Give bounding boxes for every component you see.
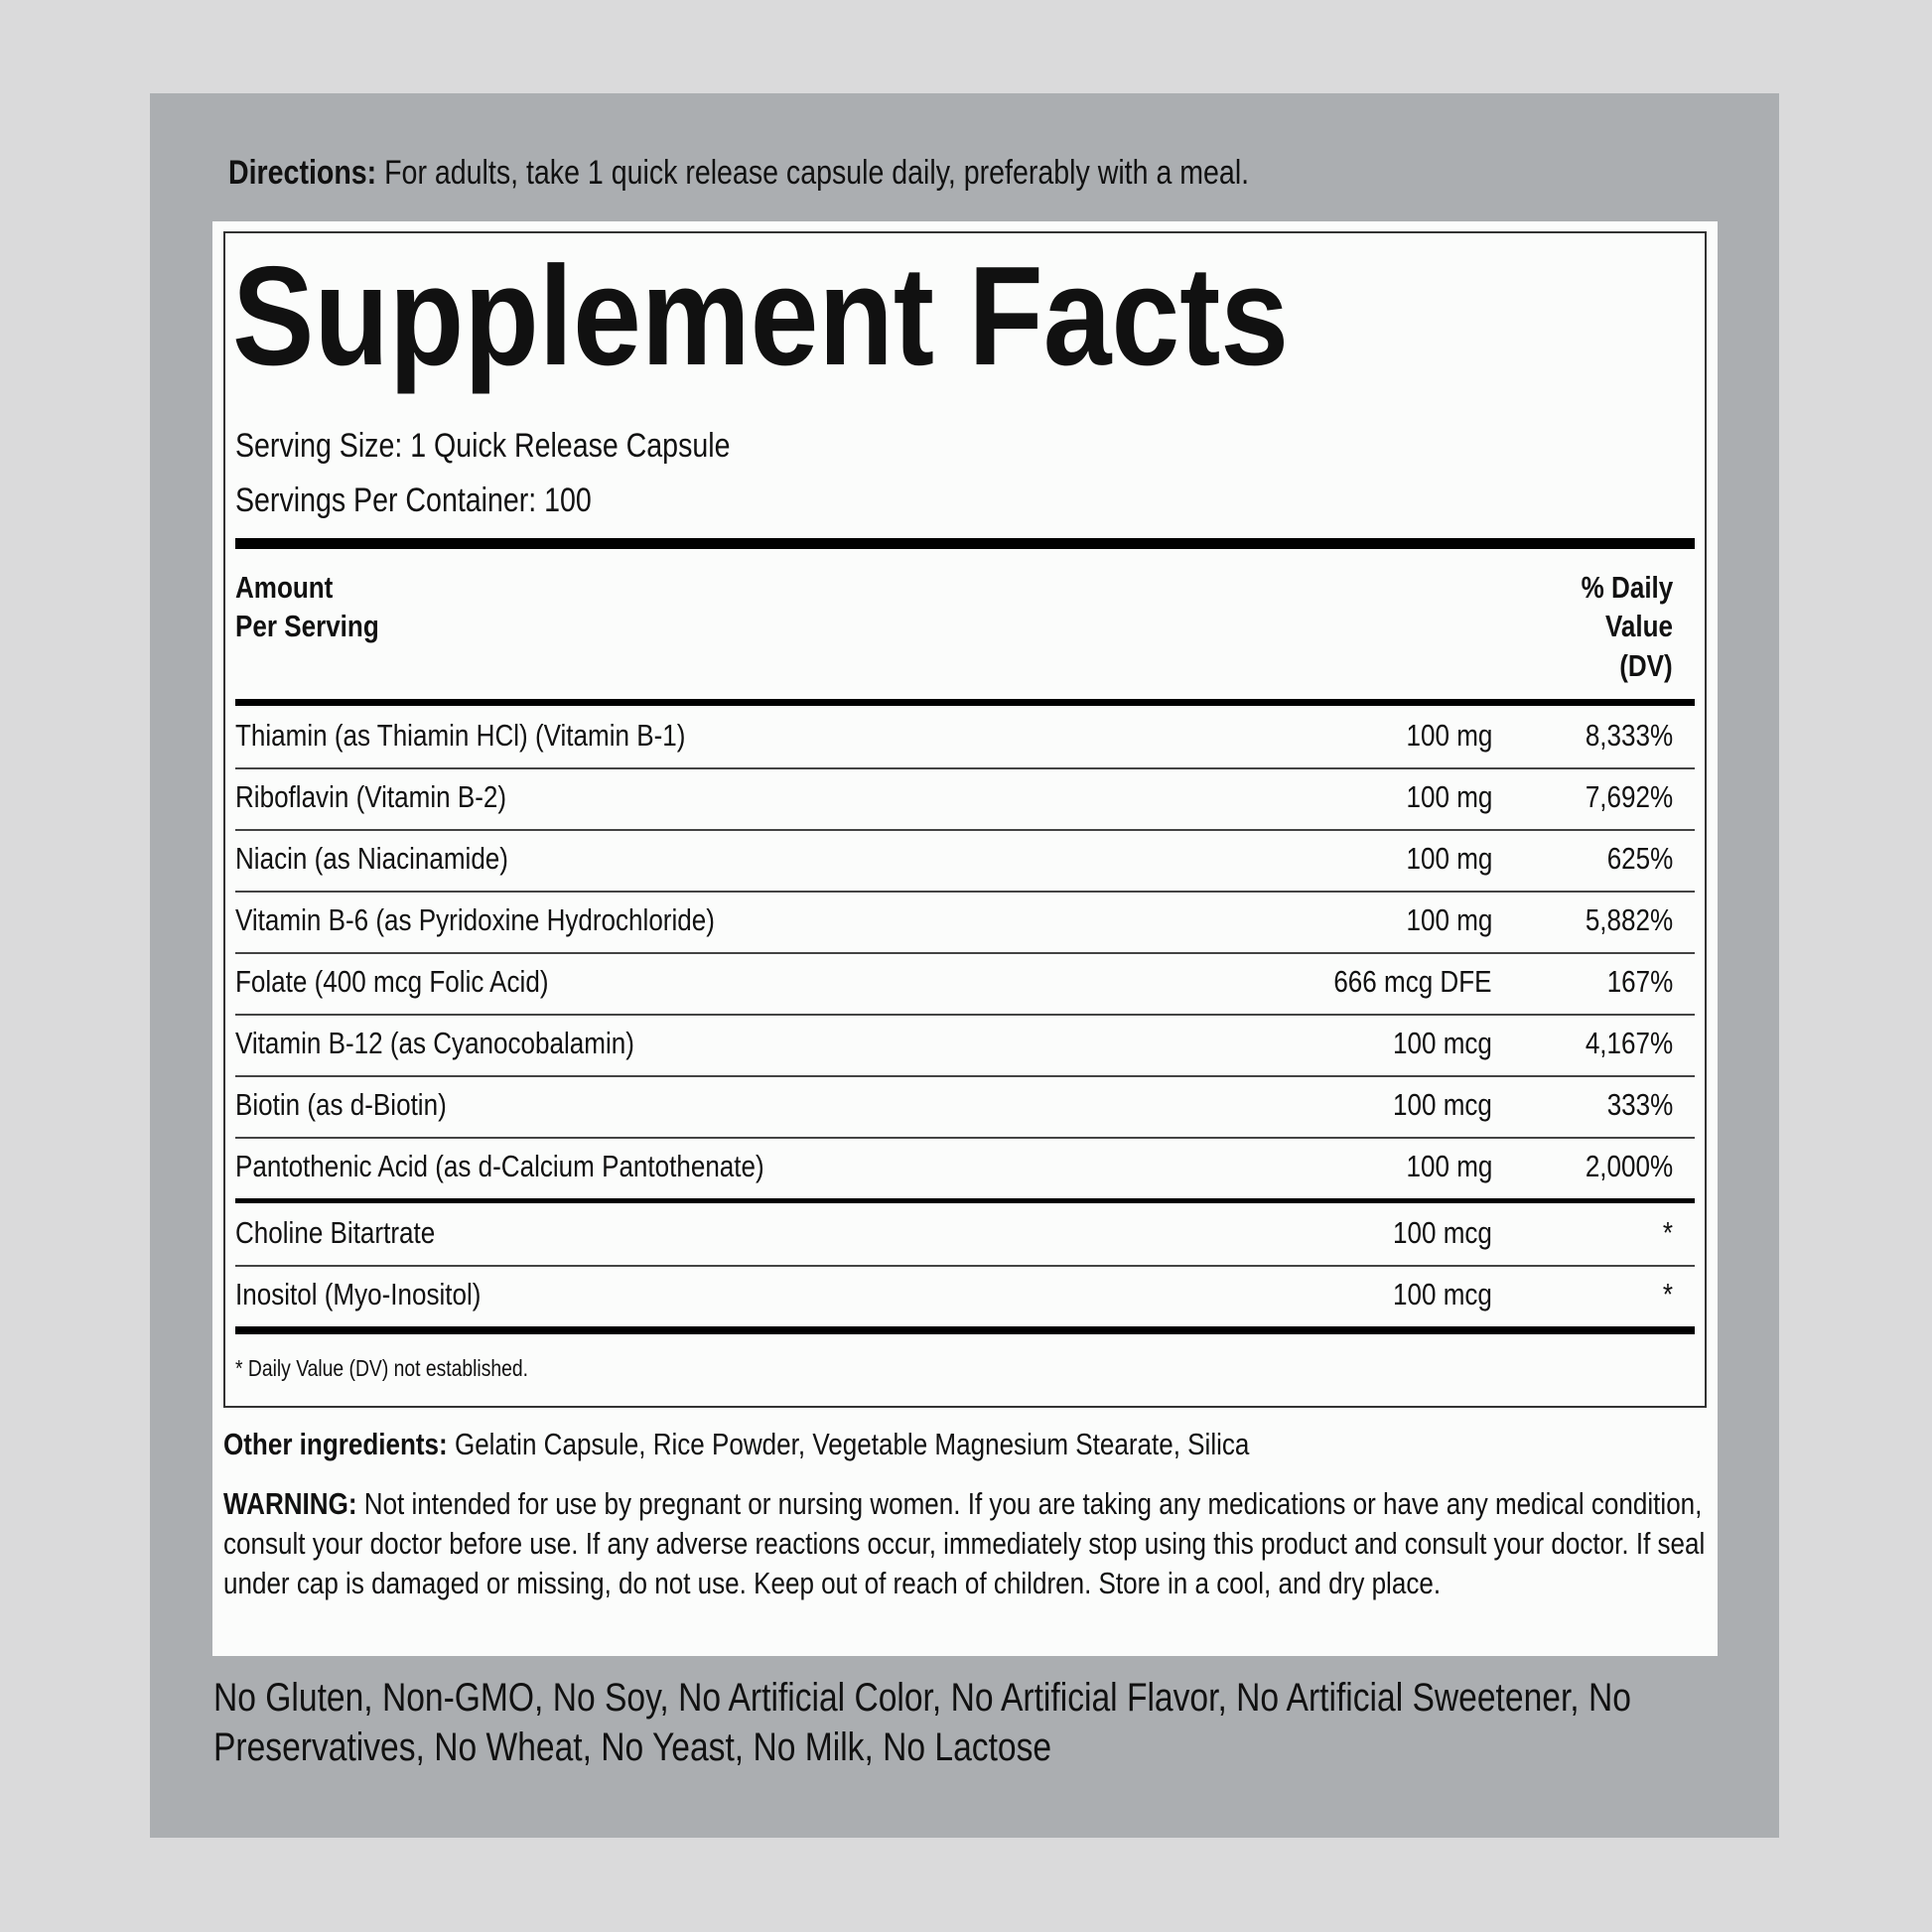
nutrient-daily-value: 5,882% bbox=[1585, 902, 1673, 937]
nutrient-daily-value: 167% bbox=[1606, 964, 1673, 999]
row-divider bbox=[235, 1014, 1695, 1016]
nutrient-amount: 100 mg bbox=[1406, 779, 1492, 814]
nutrient-amount: 666 mcg DFE bbox=[1333, 964, 1492, 999]
header-per-serving: Per Serving bbox=[235, 609, 379, 643]
nutrient-daily-value: 7,692% bbox=[1585, 779, 1673, 814]
nutrient-daily-value: * bbox=[1662, 1277, 1673, 1311]
nutrient-name: Vitamin B-6 (as Pyridoxine Hydrochloride… bbox=[235, 902, 715, 937]
nutrient-daily-value: 8,333% bbox=[1585, 718, 1673, 753]
header-dv: (DV) bbox=[1619, 648, 1673, 683]
nutrient-name: Inositol (Myo-Inositol) bbox=[235, 1277, 482, 1311]
row-divider bbox=[235, 1137, 1695, 1139]
nutrient-daily-value: 4,167% bbox=[1585, 1026, 1673, 1060]
directions-label: Directions: bbox=[228, 154, 377, 192]
label-white-area bbox=[212, 221, 1718, 1656]
header-value: Value bbox=[1604, 609, 1673, 643]
divider-medium bbox=[235, 1198, 1695, 1203]
row-divider bbox=[235, 1265, 1695, 1267]
row-divider bbox=[235, 829, 1695, 831]
nutrient-name: Choline Bitartrate bbox=[235, 1215, 436, 1250]
directions-text: For adults, take 1 quick release capsule… bbox=[376, 154, 1250, 192]
nutrient-name: Biotin (as d-Biotin) bbox=[235, 1087, 447, 1122]
header-daily: % Daily bbox=[1581, 570, 1673, 605]
divider-medium bbox=[235, 699, 1695, 706]
row-divider bbox=[235, 1075, 1695, 1077]
other-ingredients-label: Other ingredients: bbox=[223, 1427, 448, 1461]
nutrient-name: Vitamin B-12 (as Cyanocobalamin) bbox=[235, 1026, 634, 1060]
nutrient-daily-value: 2,000% bbox=[1585, 1149, 1673, 1183]
nutrient-amount: 100 mg bbox=[1406, 841, 1492, 876]
nutrient-amount: 100 mcg bbox=[1393, 1026, 1492, 1060]
warning: WARNING: Not intended for use by pregnan… bbox=[223, 1484, 1717, 1603]
other-ingredients-text: Gelatin Capsule, Rice Powder, Vegetable … bbox=[447, 1427, 1250, 1461]
servings-per-container: Servings Per Container: 100 bbox=[235, 482, 592, 519]
nutrient-name: Riboflavin (Vitamin B-2) bbox=[235, 779, 507, 814]
nutrient-name: Pantothenic Acid (as d-Calcium Pantothen… bbox=[235, 1149, 764, 1183]
row-divider bbox=[235, 952, 1695, 954]
warning-label: WARNING: bbox=[223, 1486, 357, 1521]
nutrient-daily-value: * bbox=[1662, 1215, 1673, 1250]
footnote: * Daily Value (DV) not established. bbox=[235, 1355, 528, 1381]
directions: Directions: For adults, take 1 quick rel… bbox=[228, 156, 1249, 190]
free-from-claims: No Gluten, Non-GMO, No Soy, No Artificia… bbox=[213, 1676, 1631, 1769]
nutrient-daily-value: 625% bbox=[1606, 841, 1673, 876]
serving-size: Serving Size: 1 Quick Release Capsule bbox=[235, 427, 731, 465]
header-amount: Amount bbox=[235, 570, 334, 605]
page-title: Supplement Facts bbox=[232, 237, 1290, 395]
divider-thick bbox=[235, 538, 1695, 549]
supplement-facts-box bbox=[223, 231, 1707, 1408]
nutrient-daily-value: 333% bbox=[1606, 1087, 1673, 1122]
nutrient-name: Folate (400 mcg Folic Acid) bbox=[235, 964, 549, 999]
row-divider bbox=[235, 767, 1695, 769]
nutrient-amount: 100 mg bbox=[1406, 902, 1492, 937]
other-ingredients: Other ingredients: Gelatin Capsule, Rice… bbox=[223, 1429, 1249, 1459]
nutrient-name: Thiamin (as Thiamin HCl) (Vitamin B-1) bbox=[235, 718, 686, 753]
nutrient-amount: 100 mcg bbox=[1393, 1087, 1492, 1122]
row-divider bbox=[235, 891, 1695, 893]
divider-thick bbox=[235, 1326, 1695, 1334]
nutrient-amount: 100 mg bbox=[1406, 718, 1492, 753]
nutrient-amount: 100 mcg bbox=[1393, 1215, 1492, 1250]
nutrient-amount: 100 mg bbox=[1406, 1149, 1492, 1183]
nutrient-name: Niacin (as Niacinamide) bbox=[235, 841, 508, 876]
warning-text: Not intended for use by pregnant or nurs… bbox=[223, 1486, 1706, 1600]
nutrient-amount: 100 mcg bbox=[1393, 1277, 1492, 1311]
